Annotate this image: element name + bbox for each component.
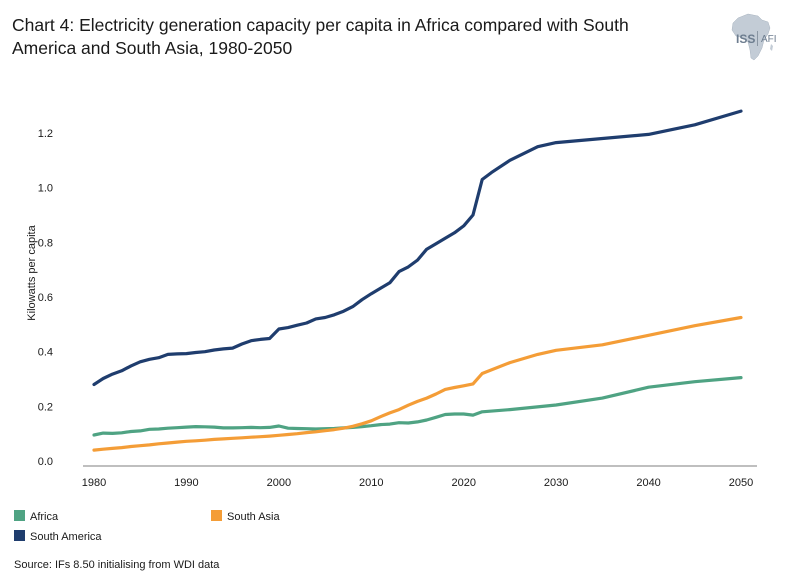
x-tick-label: 2010 [359, 477, 383, 489]
chart-title: Chart 4: Electricity generation capacity… [12, 15, 629, 58]
iss-afi-logo: ISS AFI [724, 10, 780, 66]
series-line-south-america [92, 109, 743, 387]
legend-item-south-asia: South Asia [211, 510, 280, 523]
y-tick-label: 0.4 [38, 347, 53, 359]
x-tick-label: 1980 [82, 477, 106, 489]
legend-item-africa: Africa [14, 510, 58, 523]
legend-label-africa: Africa [30, 511, 59, 523]
legend-swatch-south-america [14, 530, 25, 541]
legend-swatch-africa [14, 510, 25, 521]
logo-iss-text: ISS [736, 32, 756, 46]
y-tick-label: 1.2 [38, 128, 53, 140]
y-tick-label: 0.6 [38, 292, 53, 304]
logo-afi-text: AFI [761, 34, 777, 45]
x-tick-label: 2020 [451, 477, 475, 489]
y-tick-label: 0.0 [38, 456, 53, 468]
x-tick-label: 1990 [174, 477, 198, 489]
y-tick-label: 0.8 [38, 237, 53, 249]
legend-label-south-america: South America [30, 531, 102, 543]
x-tick-label: 2030 [544, 477, 568, 489]
y-axis-label: Kilowatts per capita [26, 224, 38, 320]
chart-axes: 1980 1990 2000 2010 2020 2030 2040 2050 0.0 0.2 0.… [38, 128, 757, 489]
y-tick-label: 1.0 [38, 183, 53, 195]
logo-divider [757, 31, 758, 46]
series-line-south-asia [92, 315, 743, 452]
legend-label-south-asia: South Asia [227, 511, 280, 523]
x-tick-label: 2000 [267, 477, 291, 489]
africa-map-icon [731, 13, 773, 61]
y-tick-label: 0.2 [38, 401, 53, 413]
x-tick-label: 2050 [729, 477, 753, 489]
chart-series [92, 109, 743, 452]
legend-item-south-america: South America [14, 530, 102, 543]
legend-swatch-south-asia [211, 510, 222, 521]
series-line-africa [92, 376, 743, 437]
x-tick-label: 2040 [636, 477, 660, 489]
source-note: Source: IFs 8.50 initialising from WDI d… [14, 559, 220, 571]
